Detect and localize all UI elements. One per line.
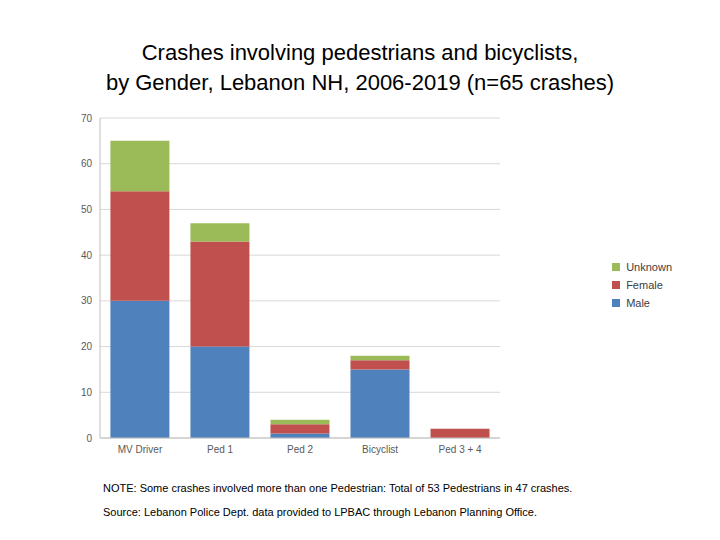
- html-text:NOTE: Some crashes involved mo: NOTE: Some crashes involved more than on…: [103, 482, 573, 494]
- svg-text:10: 10: [81, 387, 93, 398]
- svg-text:40: 40: [81, 250, 93, 261]
- svg-text:70: 70: [81, 113, 93, 124]
- svg-text:Ped 3 + 4: Ped 3 + 4: [439, 444, 483, 455]
- svg-text:20: 20: [81, 341, 93, 352]
- svg-text:Ped 1: Ped 1: [207, 444, 234, 455]
- svg-text:MV Driver: MV Driver: [118, 444, 163, 455]
- html-text:Source: Lebanon Police Dept. d: Source: Lebanon Police Dept. data provid…: [103, 506, 537, 518]
- svg-text:Ped 2: Ped 2: [287, 444, 314, 455]
- svg-text:60: 60: [81, 158, 93, 169]
- svg-text:30: 30: [81, 295, 93, 306]
- svg-text:50: 50: [81, 204, 93, 215]
- html-text:Male: Male: [626, 297, 650, 309]
- html-text:Unknown: Unknown: [626, 261, 672, 273]
- html-text:Crashes involving pedestrians: Crashes involving pedestrians and bicycl…: [105, 40, 615, 95]
- svg-text:0: 0: [86, 433, 92, 444]
- html-text:Female: Female: [626, 279, 663, 291]
- svg-text:Bicyclist: Bicyclist: [362, 444, 398, 455]
